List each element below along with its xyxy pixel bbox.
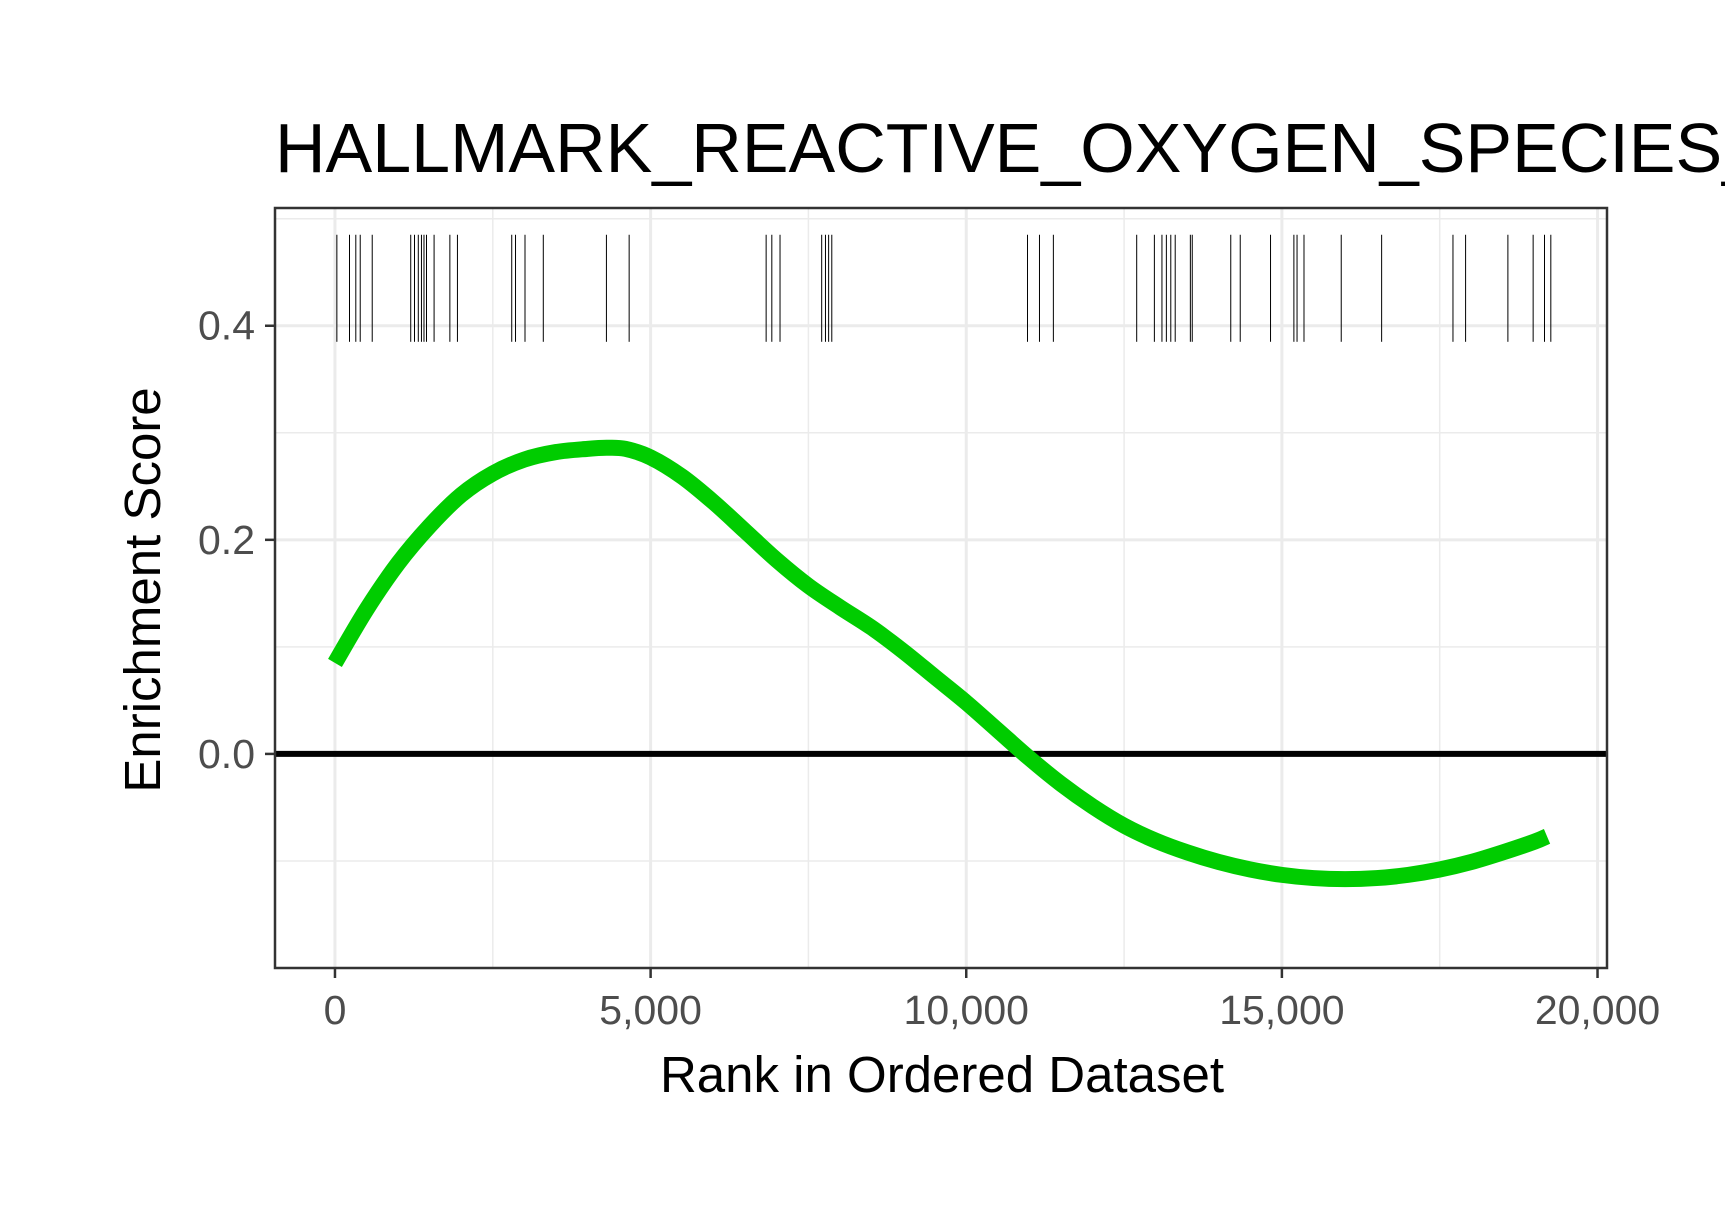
chart-title: HALLMARK_REACTIVE_OXYGEN_SPECIES_PATHWAY bbox=[275, 109, 1725, 187]
x-tick-label: 0 bbox=[324, 987, 347, 1033]
x-tick-label: 20,000 bbox=[1535, 987, 1660, 1033]
y-tick-label: 0.0 bbox=[198, 731, 255, 777]
y-tick-label: 0.2 bbox=[198, 517, 255, 563]
panel-border bbox=[273, 206, 1609, 970]
x-tick-label: 5,000 bbox=[599, 987, 702, 1033]
x-tick-label: 15,000 bbox=[1219, 987, 1344, 1033]
panel-content bbox=[275, 208, 1607, 968]
y-axis-title: Enrichment Score bbox=[114, 387, 171, 792]
y-tick-label: 0.4 bbox=[198, 303, 255, 349]
x-tick-label: 10,000 bbox=[904, 987, 1029, 1033]
x-axis-title: Rank in Ordered Dataset bbox=[660, 1046, 1224, 1103]
enrichment-curve bbox=[328, 439, 1551, 888]
plot-panel: 0 5,000 10,000 15,000 20,000 0.0 0.2 0.4 bbox=[198, 206, 1660, 1033]
